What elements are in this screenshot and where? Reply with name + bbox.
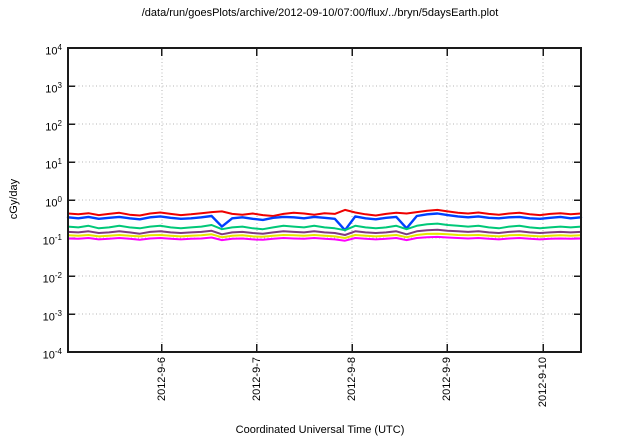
y-tick-label: 104 xyxy=(45,43,62,58)
x-axis-label: Coordinated Universal Time (UTC) xyxy=(235,424,405,436)
plot-title: /data/run/goesPlots/archive/2012-09-10/0… xyxy=(141,7,499,19)
plot-border xyxy=(67,47,582,353)
series-dose-green xyxy=(67,222,582,232)
y-tick-label: 102 xyxy=(45,119,62,134)
series-dose-red xyxy=(67,208,582,217)
y-tick-label: 101 xyxy=(45,157,62,172)
series-dose-yellow xyxy=(67,232,582,239)
y-tick-label: 10-3 xyxy=(42,309,62,324)
y-tick-label: 103 xyxy=(45,81,62,96)
y-tick-label: 100 xyxy=(45,195,62,210)
series-dose-magenta xyxy=(67,235,582,242)
chart-canvas xyxy=(66,47,583,353)
plot-area xyxy=(66,47,583,353)
y-tick-label: 10-1 xyxy=(42,233,62,248)
y-tick-label: 10-2 xyxy=(42,271,62,286)
y-tick-label: 10-4 xyxy=(42,347,62,362)
series-dose-purple xyxy=(67,228,582,236)
series-dose-blue xyxy=(66,212,583,232)
